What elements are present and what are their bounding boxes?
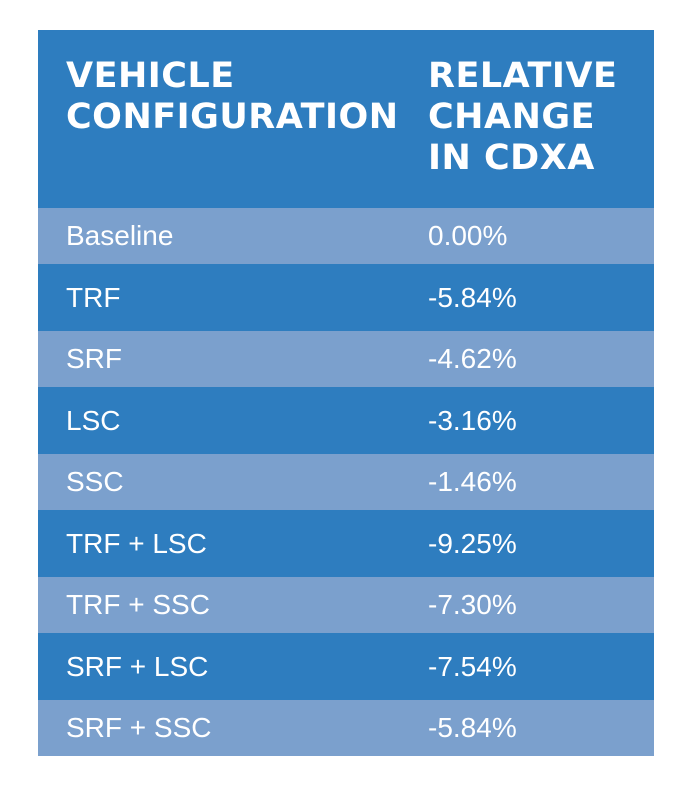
header-relative-change: RELATIVE CHANGE IN CDXA <box>428 56 618 178</box>
row-change: -4.62% <box>428 343 517 374</box>
table-row: TRF + LSC -9.25% <box>38 510 654 577</box>
table-row: Baseline 0.00% <box>38 208 654 264</box>
row-configuration: TRF <box>66 281 121 313</box>
header-vehicle-configuration: VEHICLE CONFIGURATION <box>66 56 399 137</box>
row-change: -5.84% <box>428 712 517 743</box>
table-row: TRF -5.84% <box>38 264 654 331</box>
table-row: SRF + SSC -5.84% <box>38 700 654 756</box>
row-change: 0.00% <box>428 220 508 251</box>
row-change: -9.25% <box>428 527 517 559</box>
row-configuration: SRF <box>66 343 122 374</box>
row-configuration: Baseline <box>66 220 174 251</box>
row-change: -1.46% <box>428 466 517 497</box>
row-configuration: TRF + LSC <box>66 527 207 559</box>
table-row: SRF -4.62% <box>38 331 654 387</box>
table-row: TRF + SSC -7.30% <box>38 577 654 633</box>
table-row: SRF + LSC -7.54% <box>38 633 654 700</box>
row-configuration: LSC <box>66 404 121 436</box>
table-row: SSC -1.46% <box>38 454 654 510</box>
data-table: VEHICLE CONFIGURATION RELATIVE CHANGE IN… <box>38 30 654 756</box>
row-change: -7.30% <box>428 589 517 620</box>
row-configuration: TRF + SSC <box>66 589 210 620</box>
table-header: VEHICLE CONFIGURATION RELATIVE CHANGE IN… <box>38 30 654 208</box>
row-change: -3.16% <box>428 404 517 436</box>
row-configuration: SRF + SSC <box>66 712 212 743</box>
table-row: LSC -3.16% <box>38 387 654 454</box>
row-configuration: SSC <box>66 466 124 497</box>
row-configuration: SRF + LSC <box>66 650 209 682</box>
row-change: -5.84% <box>428 281 517 313</box>
row-change: -7.54% <box>428 650 517 682</box>
